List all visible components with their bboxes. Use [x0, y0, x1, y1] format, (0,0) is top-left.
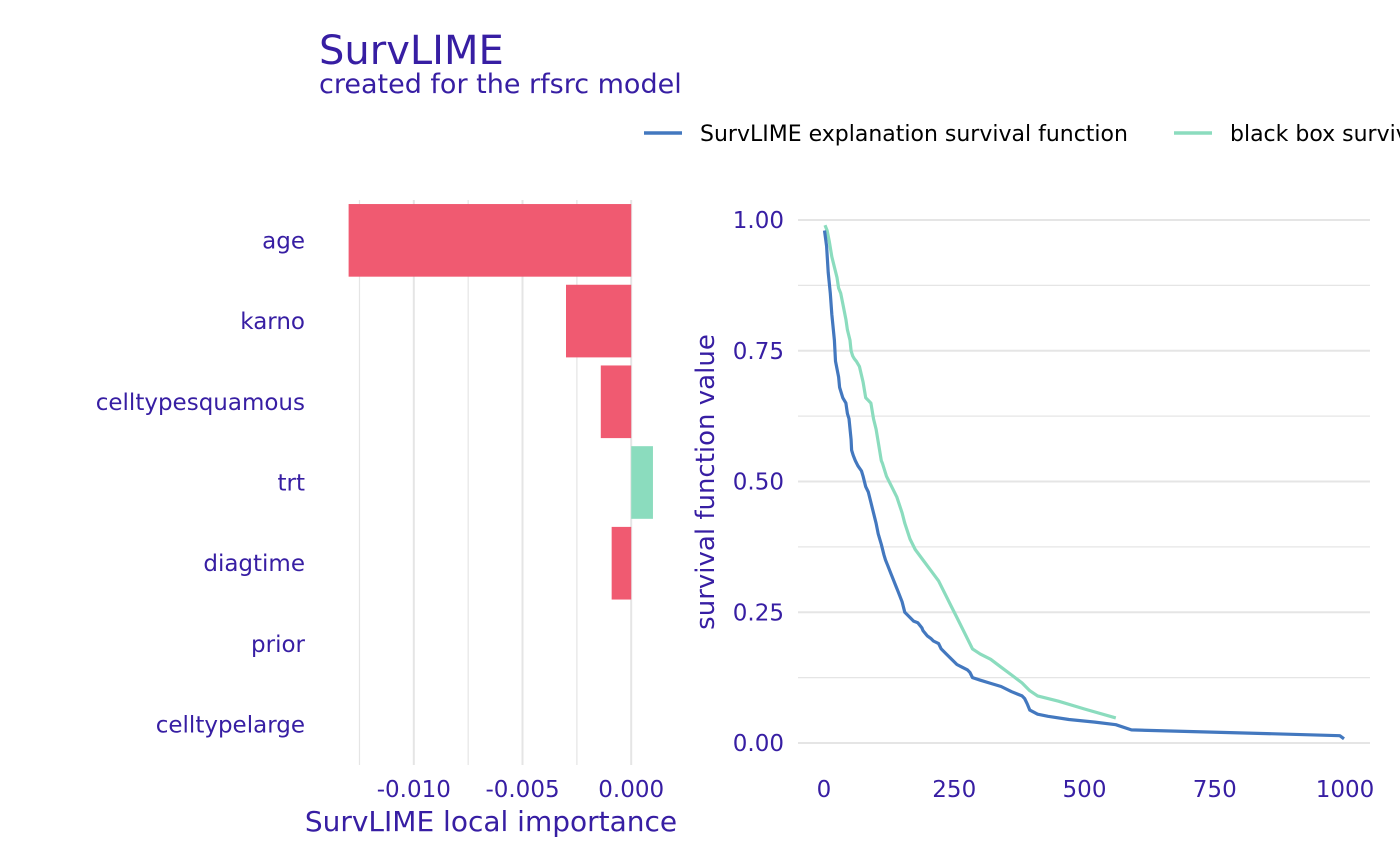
legend-label-2: black box survival function	[1230, 122, 1400, 147]
bar-category-label: diagtime	[203, 551, 305, 577]
line-y-tick-label: 0.25	[733, 600, 784, 626]
importance-bar-trt	[631, 446, 653, 519]
survival-line-panel: 0.00 0.25 0.50 0.75 1.00 0 250 500 750 1000	[733, 208, 1374, 803]
bar-category-label: age	[262, 228, 305, 254]
importance-bar-karno	[566, 284, 632, 358]
bar-x-tick-label: -0.010	[377, 777, 451, 803]
legend: SurvLIME explanation survival function bl…	[644, 122, 1400, 147]
bar-category-label: karno	[240, 309, 305, 335]
bar-x-tick-label: -0.005	[485, 777, 559, 803]
importance-bar-diagtime	[611, 526, 632, 600]
line-y-axis-label: survival function value	[691, 334, 721, 630]
bar-category-label: celltypelarge	[156, 713, 305, 739]
line-x-tick-label: 500	[1063, 777, 1107, 803]
bar-category-label: celltypesquamous	[96, 390, 305, 416]
chart-title: SurvLIME	[319, 28, 504, 74]
importance-bar-age	[348, 204, 632, 277]
bar-x-axis-label: SurvLIME local importance	[305, 805, 677, 838]
importance-bar-panel: age karno celltypesquamous trt diagtime prior…	[96, 200, 664, 803]
line-x-tick-label: 0	[817, 777, 832, 803]
importance-bar-celltypesquamous	[600, 365, 632, 439]
chart-subtitle: created for the rfsrc model	[319, 69, 682, 100]
survlime-explanation-line	[822, 230, 1345, 741]
bar-x-tick-label: 0.000	[598, 777, 664, 803]
line-y-tick-label: 0.75	[733, 339, 784, 365]
bar-category-label: prior	[251, 632, 306, 658]
line-x-tick-label: 1000	[1316, 777, 1375, 803]
line-x-tick-label: 750	[1193, 777, 1237, 803]
bar-category-label: trt	[278, 471, 306, 497]
line-y-tick-label: 0.00	[733, 731, 784, 757]
line-y-tick-label: 0.50	[733, 470, 784, 496]
line-y-tick-label: 1.00	[733, 208, 784, 234]
line-x-tick-label: 250	[932, 777, 976, 803]
legend-label-1: SurvLIME explanation survival function	[700, 122, 1128, 147]
black-box-survival-line	[823, 224, 1117, 720]
